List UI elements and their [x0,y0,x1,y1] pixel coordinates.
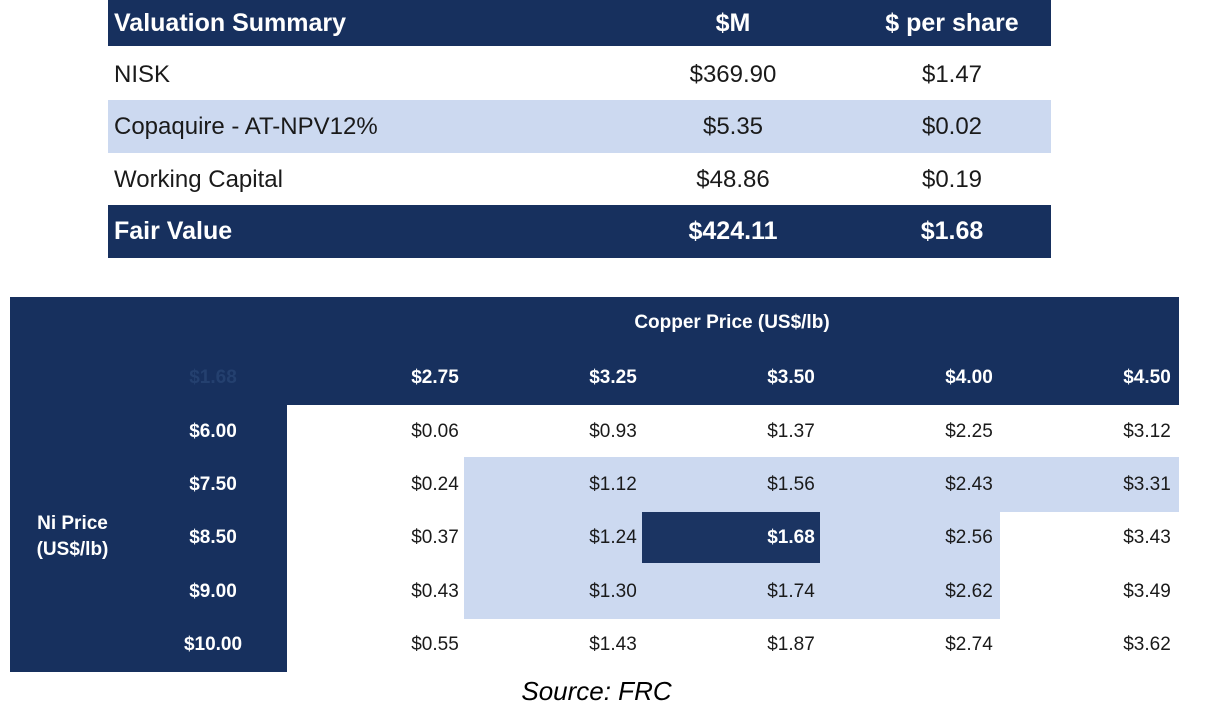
sensitivity-row-label-band [10,405,287,672]
summary-total-per-share: $1.68 [920,217,984,245]
sensitivity-cell: $1.56 [767,474,815,495]
copper-price-header: $3.25 [589,367,637,388]
summary-row: Working Capital $48.86 $0.19 [108,153,1051,206]
sensitivity-cell: $1.12 [589,474,637,495]
sensitivity-cell: $2.56 [945,527,993,548]
sensitivity-cell: $2.25 [945,421,993,442]
ni-price-header: $9.00 [189,581,237,602]
ni-price-label: Ni Price [37,513,108,534]
summary-row-m: $369.90 [689,61,777,88]
copper-price-header: $4.50 [1123,367,1171,388]
sensitivity-cell: $2.43 [945,474,993,495]
base-case-value: $1.68 [767,527,815,548]
summary-row-label: Working Capital [114,166,283,193]
copper-price-header: $2.75 [411,367,459,388]
source-caption: Source: FRC [521,676,672,706]
summary-row: Copaquire - AT-NPV12% $5.35 $0.02 [108,100,1051,153]
sensitivity-cell: $0.43 [411,581,459,602]
valuation-summary-table: Valuation Summary $M $ per share NISK $3… [108,0,1051,258]
summary-row-per-share: $0.02 [921,113,983,140]
corner-value: $1.68 [189,367,237,388]
highlight-band [464,457,1179,512]
sensitivity-table: Copper Price (US$/lb) $1.68 $2.75 $3.25 … [10,297,1179,672]
summary-total-label: Fair Value [114,217,233,245]
summary-header-per-share: $ per share [885,9,1019,37]
summary-row-per-share: $0.19 [921,166,983,193]
sensitivity-cell: $1.37 [767,421,815,442]
summary-total-row: Fair Value $424.11 $1.68 [108,205,1051,258]
sensitivity-cell: $3.49 [1123,581,1171,602]
sensitivity-cell: $0.37 [411,527,459,548]
ni-price-header: $7.50 [189,474,237,495]
summary-row-label: Copaquire - AT-NPV12% [114,113,378,140]
sensitivity-cell: $1.30 [589,581,637,602]
summary-row-m: $5.35 [702,113,764,140]
summary-row-label: NISK [114,61,171,88]
copper-price-header: $4.00 [945,367,993,388]
sensitivity-cell: $1.87 [767,634,815,655]
copper-price-header: $3.50 [767,367,815,388]
base-case-cell [642,512,820,563]
ni-price-unit: (US$/lb) [36,539,109,560]
ni-price-header: $6.00 [189,421,237,442]
summary-row-m: $48.86 [696,166,770,193]
sensitivity-cell: $1.43 [589,634,637,655]
sensitivity-header-band [10,297,1179,405]
sensitivity-cell: $0.55 [411,634,459,655]
summary-total-m: $424.11 [688,217,778,245]
sensitivity-cell: $3.12 [1123,421,1171,442]
summary-row-per-share: $1.47 [921,61,983,88]
sensitivity-cell: $2.62 [945,581,993,602]
sensitivity-cell: $2.74 [945,634,993,655]
ni-price-header: $8.50 [189,527,237,548]
summary-row: NISK $369.90 $1.47 [108,48,1051,101]
sensitivity-cell: $1.24 [589,527,637,548]
summary-header-label: Valuation Summary [114,9,347,37]
summary-header-row: Valuation Summary $M $ per share [108,0,1051,46]
copper-price-title: Copper Price (US$/lb) [634,312,830,333]
sensitivity-cell: $0.93 [589,421,637,442]
sensitivity-cell: $3.62 [1123,634,1171,655]
sensitivity-cell: $1.74 [767,581,815,602]
ni-price-header: $10.00 [183,634,243,655]
sensitivity-cell: $0.24 [411,474,459,495]
sensitivity-cell: $3.31 [1123,474,1171,495]
sensitivity-cell: $3.43 [1123,527,1171,548]
summary-header-m: $M [715,9,751,37]
sensitivity-cell: $0.06 [411,421,459,442]
